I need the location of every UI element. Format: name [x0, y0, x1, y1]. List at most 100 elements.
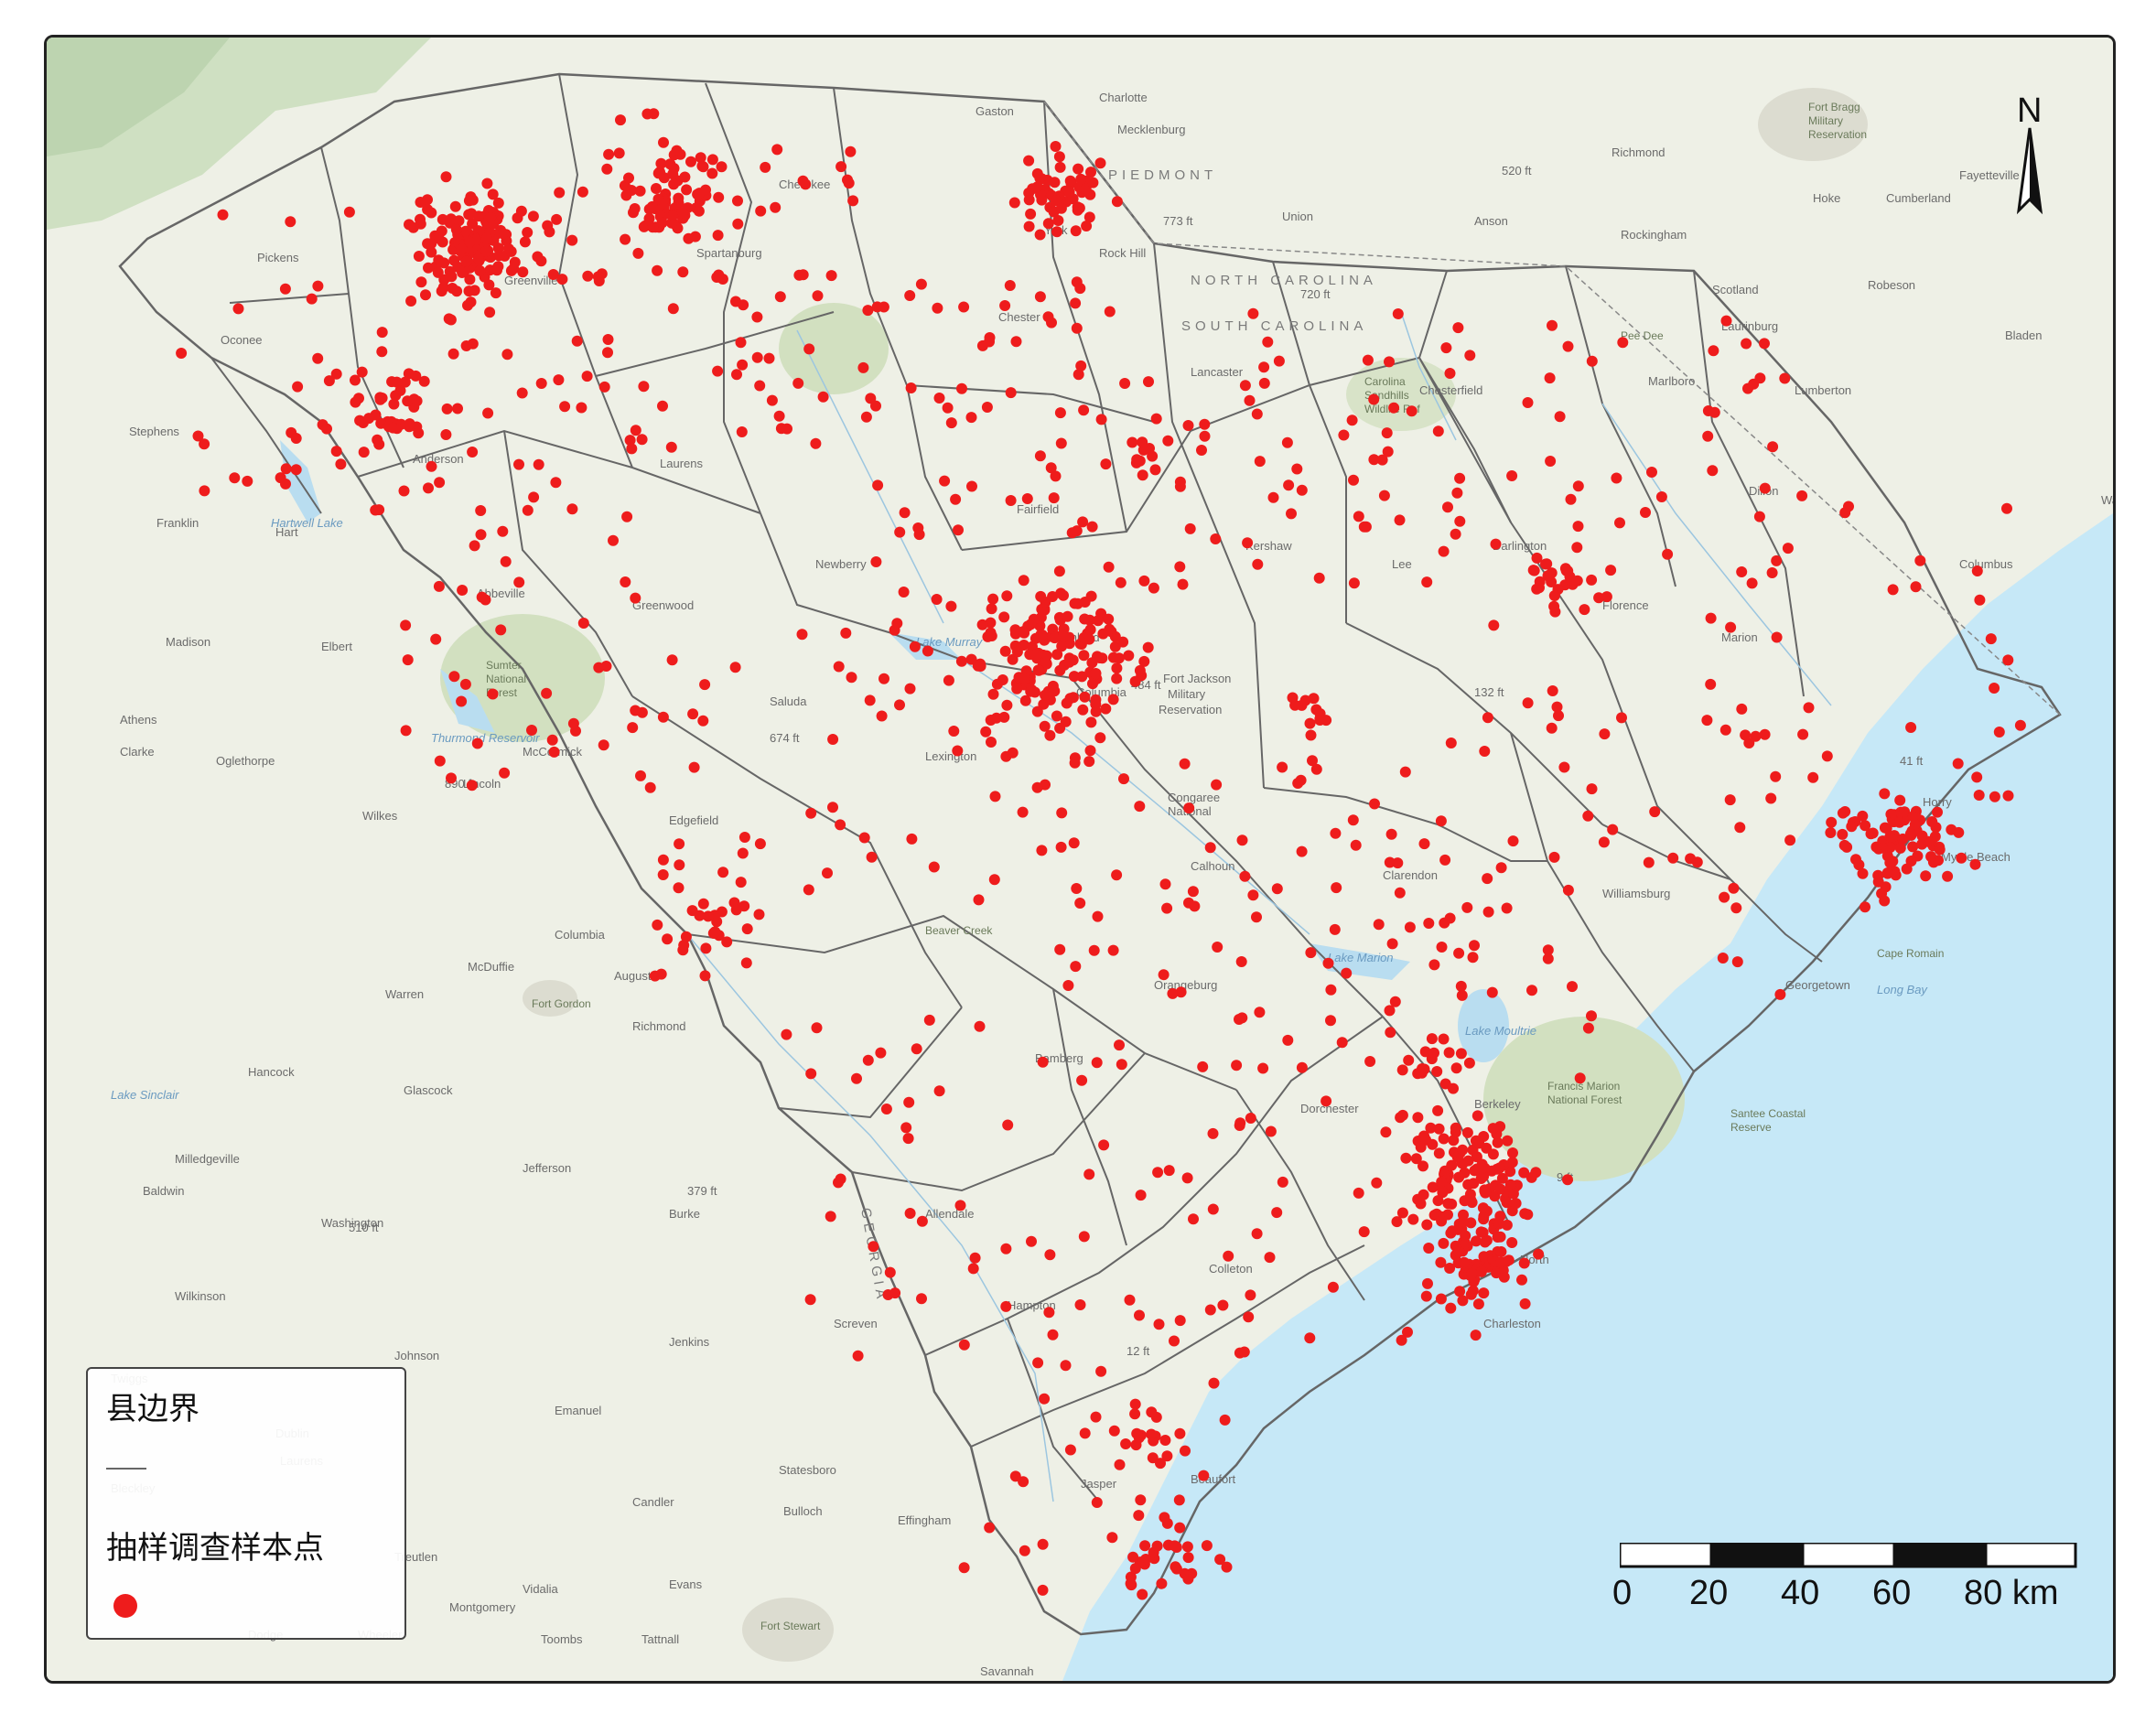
- sample-point: [635, 770, 646, 781]
- sample-point: [1546, 722, 1558, 734]
- sample-point: [981, 402, 993, 413]
- svg-text:Richmond: Richmond: [632, 1019, 686, 1033]
- sample-point: [1098, 1139, 1110, 1151]
- sample-point: [306, 293, 318, 305]
- sample-point: [1403, 1054, 1415, 1066]
- sample-point: [1208, 1377, 1220, 1389]
- sample-point: [1009, 624, 1021, 636]
- sample-point: [1748, 378, 1760, 390]
- sample-point: [1174, 480, 1186, 492]
- sample-point: [1137, 1588, 1148, 1600]
- sample-point: [1490, 538, 1502, 550]
- sample-point: [472, 253, 484, 264]
- svg-text:Clarke: Clarke: [120, 745, 155, 759]
- sample-point: [1384, 1005, 1396, 1017]
- svg-text:Beaufort: Beaufort: [1191, 1472, 1236, 1486]
- sample-point: [1926, 816, 1938, 827]
- sample-point: [700, 942, 712, 954]
- svg-text:Laurens: Laurens: [660, 457, 703, 470]
- svg-text:Montgomery: Montgomery: [449, 1600, 516, 1614]
- sample-point: [1058, 623, 1070, 635]
- svg-text:Franklin: Franklin: [156, 516, 199, 530]
- thurmond-reservoir: [440, 669, 495, 733]
- sample-point: [423, 482, 434, 494]
- sample-point: [1029, 649, 1041, 661]
- sample-point: [931, 594, 943, 605]
- sample-point: [1880, 881, 1892, 893]
- sample-point: [677, 266, 689, 278]
- sample-point: [643, 212, 655, 224]
- svg-text:Glascock: Glascock: [404, 1083, 453, 1097]
- sample-point: [602, 347, 613, 359]
- sample-point: [484, 307, 496, 318]
- sample-point: [694, 910, 706, 921]
- legend-sample-point-label: 抽样调查样本点: [106, 1530, 324, 1567]
- sample-point: [1418, 838, 1430, 850]
- sample-point: [1307, 755, 1318, 767]
- sample-point: [1887, 584, 1899, 596]
- sample-point: [674, 859, 685, 871]
- sample-point: [796, 629, 808, 641]
- sample-point: [475, 505, 487, 516]
- sample-point: [1617, 337, 1629, 349]
- sample-point: [1291, 463, 1303, 475]
- svg-text:Jefferson: Jefferson: [523, 1161, 571, 1175]
- sample-point: [1438, 1237, 1450, 1249]
- sample-point: [441, 403, 453, 415]
- sample-point: [1705, 612, 1717, 624]
- sample-point: [1445, 738, 1457, 748]
- sample-point: [713, 269, 725, 281]
- sample-point: [1422, 1277, 1433, 1289]
- sample-point: [1313, 572, 1325, 584]
- sample-point: [811, 1022, 823, 1034]
- svg-text:Elbert: Elbert: [321, 640, 352, 653]
- sample-point: [736, 426, 748, 437]
- svg-text:Chesterfield: Chesterfield: [1419, 383, 1482, 397]
- sample-point: [1427, 1138, 1439, 1150]
- sample-point: [845, 145, 857, 157]
- sample-point: [1893, 816, 1905, 828]
- sample-point: [1433, 1123, 1445, 1135]
- sample-point: [1019, 627, 1030, 639]
- sample-point: [1304, 717, 1316, 729]
- sample-point: [1480, 1187, 1492, 1199]
- sample-point: [577, 186, 588, 198]
- sample-point: [553, 374, 565, 386]
- sample-point: [1753, 511, 1765, 522]
- sample-point: [657, 400, 668, 412]
- sample-point: [426, 238, 437, 250]
- sample-point: [1236, 1012, 1248, 1024]
- sample-point: [426, 246, 437, 258]
- sample-point: [1391, 1216, 1403, 1228]
- sample-point: [1139, 1540, 1151, 1552]
- sample-point: [1728, 882, 1740, 894]
- sample-point: [1867, 827, 1879, 839]
- sample-point: [460, 255, 472, 267]
- sample-point: [1090, 668, 1102, 679]
- sample-point: [1925, 851, 1937, 863]
- sample-point: [738, 832, 750, 843]
- sample-point: [1051, 226, 1062, 238]
- sample-point: [497, 525, 509, 537]
- svg-text:Lake Sinclair: Lake Sinclair: [111, 1088, 179, 1102]
- rivers: [686, 311, 1832, 1502]
- sample-point: [1426, 1033, 1438, 1045]
- svg-text:Candler: Candler: [632, 1495, 674, 1509]
- sample-point: [1188, 1213, 1199, 1225]
- sample-point: [697, 898, 709, 910]
- sample-point: [713, 191, 725, 203]
- sample-point: [350, 374, 361, 386]
- sample-point: [1078, 650, 1090, 662]
- sample-point: [1134, 801, 1146, 813]
- sample-point: [415, 276, 427, 288]
- sample-point: [817, 391, 829, 403]
- sample-point: [601, 163, 613, 175]
- svg-text:Greenwood: Greenwood: [632, 598, 694, 612]
- region-label-piedmont: PIEDMONT: [1108, 167, 1217, 183]
- sample-point: [1103, 613, 1115, 625]
- sample-point: [330, 368, 342, 380]
- sample-point: [1031, 781, 1043, 793]
- sample-point: [1381, 427, 1393, 439]
- sample-point: [1879, 822, 1891, 834]
- sample-point: [1432, 1104, 1444, 1116]
